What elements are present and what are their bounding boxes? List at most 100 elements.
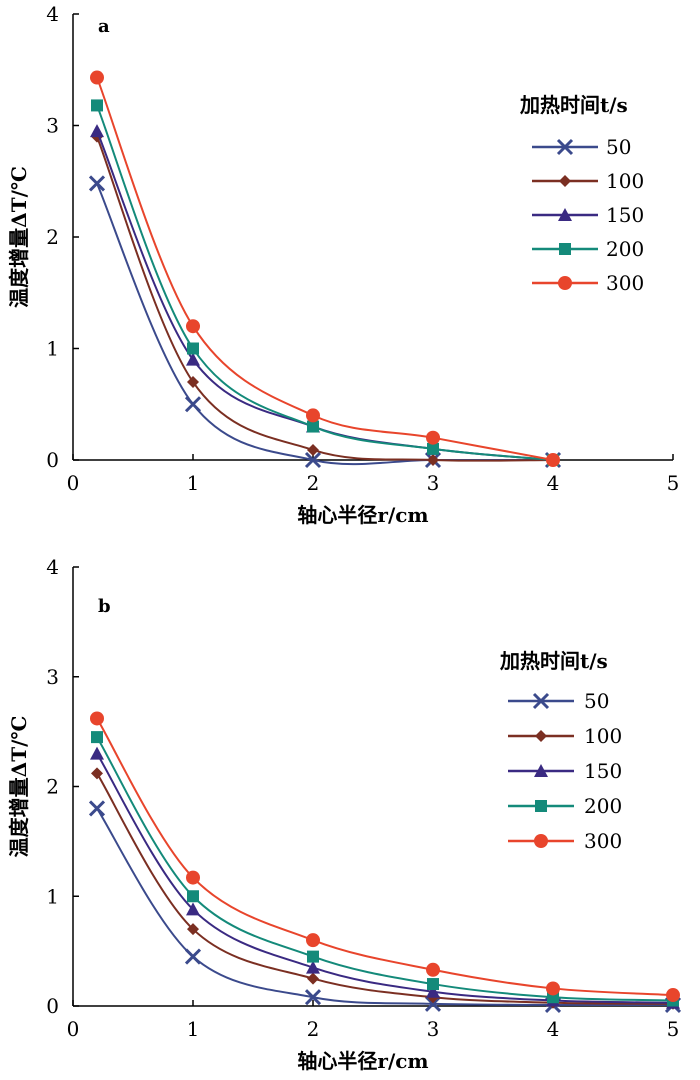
y-tick-label: 0: [46, 994, 59, 1018]
legend-marker: [558, 276, 572, 290]
legend-label: 200: [584, 794, 622, 818]
legend-entry: 300: [532, 271, 644, 295]
legend-marker: [532, 692, 550, 710]
x-tick-label: 1: [187, 1017, 200, 1041]
data-point: [307, 443, 319, 456]
legend-entry: 100: [508, 724, 622, 748]
data-point: [307, 420, 319, 433]
data-point: [184, 948, 202, 965]
data-point: [424, 995, 442, 1012]
data-point: [91, 731, 103, 744]
y-tick-label: 0: [46, 448, 59, 472]
legend-label: 300: [606, 271, 644, 295]
y-axis-title: 温度增量ΔT/℃: [7, 166, 31, 308]
legend-marker: [559, 243, 571, 255]
data-point: [186, 319, 200, 334]
x-axis-title: 轴心半径r/cm: [297, 503, 428, 527]
y-tick-label: 4: [46, 2, 59, 26]
data-point: [186, 870, 200, 885]
legend-marker: [535, 730, 547, 742]
x-tick-label: 5: [667, 471, 680, 495]
data-point: [666, 988, 680, 1003]
y-tick-label: 1: [46, 884, 59, 908]
legend-label: 50: [584, 689, 609, 713]
data-point: [184, 396, 202, 413]
legend-label: 100: [584, 724, 622, 748]
data-point: [187, 923, 199, 936]
legend: 加热时间t/s 50 100 150 200 300: [499, 649, 622, 853]
legend-entry: 50: [532, 135, 631, 159]
data-point: [546, 981, 560, 996]
legend-entry: 300: [508, 829, 622, 853]
data-point: [88, 800, 106, 817]
legend-entry: 200: [508, 794, 622, 818]
legend-marker: [558, 208, 572, 221]
series-line: [96, 183, 553, 466]
legend-label: 300: [584, 829, 622, 853]
panel-label: b: [98, 596, 111, 617]
legend-marker: [535, 800, 547, 812]
series-300: [90, 70, 560, 467]
data-point: [90, 746, 104, 760]
data-point: [426, 430, 440, 445]
data-point: [186, 902, 200, 916]
data-point: [186, 352, 200, 366]
data-point: [304, 989, 322, 1006]
legend-title: 加热时间t/s: [519, 93, 628, 117]
data-point: [427, 978, 439, 991]
series-line: [96, 136, 554, 462]
legend-label: 150: [606, 203, 644, 227]
legend-entry: 50: [508, 689, 609, 713]
data-point: [90, 711, 104, 726]
data-point: [546, 453, 560, 467]
legend-marker: [534, 834, 548, 848]
legend-label: 100: [606, 169, 644, 193]
series-150: [90, 124, 560, 466]
data-point: [187, 342, 199, 355]
data-point: [426, 962, 440, 977]
data-point: [91, 767, 103, 780]
panel-label: a: [98, 16, 110, 37]
legend-label: 200: [606, 237, 644, 261]
x-tick-label: 0: [67, 471, 80, 495]
x-tick-label: 3: [427, 1017, 440, 1041]
x-tick-label: 4: [547, 471, 560, 495]
legend-entry: 200: [532, 237, 644, 261]
data-point: [427, 442, 439, 455]
y-tick-label: 1: [46, 337, 59, 361]
legend: 加热时间t/s 50 100 150 200 300: [519, 93, 644, 295]
series-200: [91, 99, 559, 466]
data-point: [307, 950, 319, 963]
data-point: [306, 960, 320, 974]
y-tick-label: 2: [46, 225, 59, 249]
x-tick-label: 5: [667, 1017, 680, 1041]
series-50: [88, 175, 562, 469]
x-axis-title: 轴心半径r/cm: [297, 1049, 428, 1073]
data-point: [426, 984, 440, 998]
data-point: [90, 70, 104, 85]
series-300: [90, 711, 680, 1003]
x-tick-label: 3: [427, 471, 440, 495]
y-tick-label: 3: [46, 665, 59, 689]
y-tick-label: 3: [46, 114, 59, 138]
series-line: [96, 753, 674, 1004]
legend-entry: 100: [532, 169, 644, 193]
legend-label: 50: [606, 135, 631, 159]
data-point: [91, 99, 103, 112]
y-axis-title: 温度增量ΔT/℃: [7, 716, 31, 858]
data-point: [427, 454, 439, 466]
x-tick-label: 1: [187, 471, 200, 495]
data-point: [187, 890, 199, 903]
legend-marker: [534, 764, 548, 777]
series-line: [96, 77, 554, 461]
legend-marker: [559, 175, 571, 187]
x-tick-label: 4: [547, 1017, 560, 1041]
series-line: [96, 105, 554, 461]
data-point: [187, 375, 199, 388]
legend-title: 加热时间t/s: [499, 649, 608, 673]
y-tick-label: 4: [46, 555, 59, 579]
legend-entry: 150: [532, 203, 644, 227]
legend-label: 150: [584, 759, 622, 783]
data-point: [306, 408, 320, 423]
